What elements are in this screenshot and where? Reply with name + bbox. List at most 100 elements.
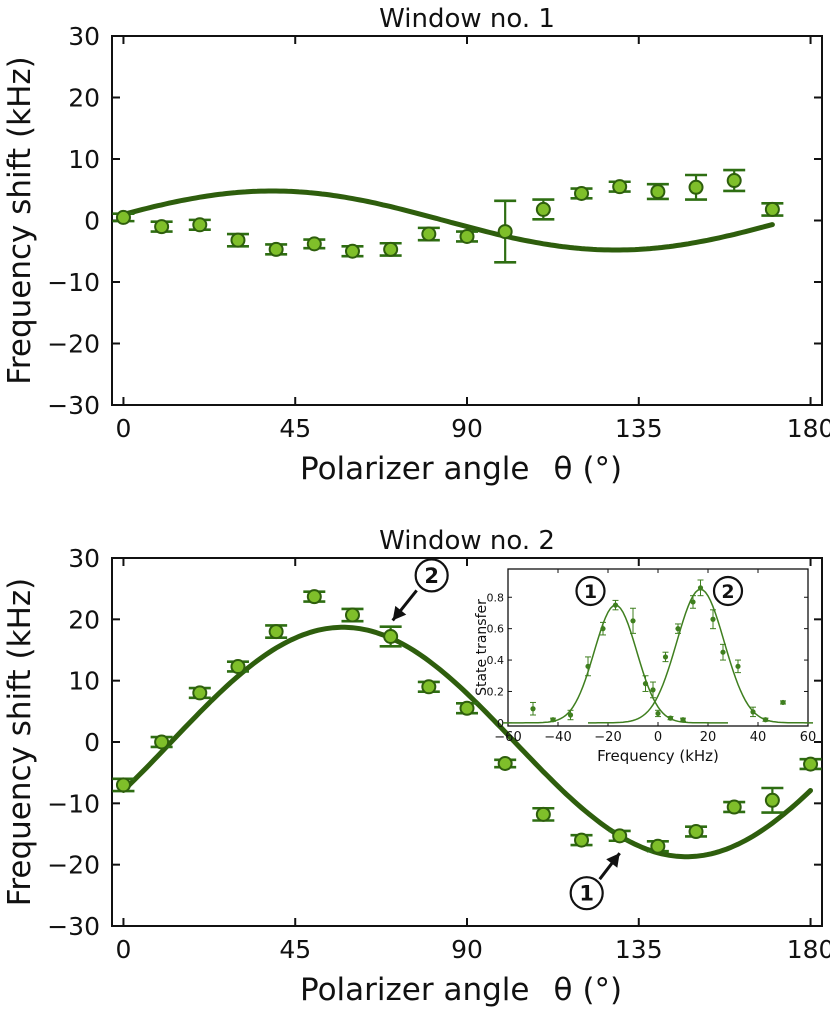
- y-tick-label: −20: [47, 851, 100, 880]
- inset-y-tick-label: 0.4: [487, 654, 505, 667]
- data-point: [456, 228, 478, 244]
- data-marker: [688, 179, 704, 195]
- inset-data-marker: [567, 712, 574, 718]
- x-axis-label-symbol: θ: [553, 451, 572, 487]
- x-tick-label: 135: [615, 935, 663, 964]
- inset-data-marker: [710, 616, 716, 622]
- data-marker: [726, 173, 742, 189]
- data-point: [456, 700, 478, 716]
- data-point: [341, 607, 364, 623]
- inset-data-point: [600, 621, 606, 636]
- x-tick-label: 90: [451, 935, 483, 964]
- y-axis-label: Frequency shift (kHz): [2, 56, 38, 385]
- inset-data-marker: [585, 663, 591, 669]
- data-marker: [764, 792, 780, 808]
- data-marker: [154, 219, 170, 235]
- x-tick-label: 45: [279, 414, 311, 443]
- inset-x-tick-label: −60: [494, 730, 521, 745]
- data-point: [570, 832, 593, 848]
- inset-y-tick-label: 0: [497, 717, 504, 730]
- inset-data-point: [585, 656, 591, 677]
- data-marker: [383, 629, 399, 645]
- y-tick-label: 20: [68, 605, 100, 634]
- inset-x-tick-label: −20: [594, 730, 621, 745]
- data-point: [226, 232, 249, 248]
- data-marker: [421, 679, 437, 695]
- annotation-1-label: 1: [579, 882, 594, 906]
- inset-data-point: [690, 595, 696, 609]
- data-marker: [306, 589, 322, 605]
- x-tick-label: 180: [787, 935, 830, 964]
- fit-curve: [121, 188, 775, 253]
- data-point: [799, 756, 822, 772]
- data-marker: [268, 241, 284, 257]
- inset-label-2-circle: [712, 575, 744, 607]
- data-point: [265, 241, 288, 257]
- data-marker: [268, 624, 284, 640]
- inset-data-marker: [735, 663, 741, 669]
- inset-label-1-circle: [575, 575, 606, 607]
- data-marker: [421, 226, 437, 242]
- data-marker: [192, 217, 208, 233]
- inset-data-point: [630, 607, 636, 634]
- chart-title: Window no. 1: [379, 4, 555, 34]
- data-point: [417, 679, 440, 695]
- inset-label-1-label: 1: [584, 581, 597, 603]
- data-point: [608, 179, 631, 195]
- data-marker: [497, 755, 513, 771]
- x-tick-label: 0: [115, 935, 131, 964]
- inset-data-marker: [530, 706, 536, 712]
- data-marker: [306, 236, 322, 252]
- data-point: [761, 786, 784, 814]
- inset-data-point: [710, 609, 716, 630]
- data-marker: [688, 824, 704, 840]
- annotation-2-circle: [414, 558, 449, 593]
- inset-data-marker: [642, 681, 649, 687]
- inset-y-tick-label: 0.8: [487, 591, 505, 604]
- data-point: [646, 838, 669, 854]
- data-marker: [497, 224, 513, 240]
- inset-frame: [507, 568, 809, 727]
- y-tick-label: 0: [84, 207, 100, 236]
- data-point: [723, 168, 746, 193]
- annotation-2-label: 2: [424, 564, 439, 588]
- data-marker: [192, 685, 208, 701]
- data-marker: [574, 832, 590, 848]
- y-tick-label: 0: [84, 728, 100, 757]
- data-marker: [230, 659, 246, 675]
- inset-data-marker: [550, 717, 556, 723]
- inset-data-marker: [780, 699, 786, 706]
- inset-data-point: [667, 715, 674, 721]
- annotation-1-circle: [569, 876, 604, 911]
- inset-data-marker: [720, 649, 726, 655]
- data-point: [570, 185, 593, 201]
- data-marker: [154, 734, 170, 750]
- inset-data-marker: [675, 626, 681, 632]
- inset-data-point: [655, 709, 661, 718]
- data-point: [150, 219, 173, 235]
- data-point: [761, 201, 784, 217]
- panel-window-1: 30 20 10 0 −10 −20 −30 0 45 90 135 180 Window no. 1 P…: [2, 4, 830, 487]
- data-marker: [230, 232, 246, 248]
- inset-label-2-label: 2: [721, 581, 734, 603]
- inset-x-tick-label: −40: [544, 730, 571, 745]
- inset-data-point: [662, 651, 669, 663]
- inset-data-point: [612, 599, 619, 611]
- data-point: [150, 734, 173, 750]
- inset-label-1: 1: [575, 575, 606, 607]
- y-tick-label: −10: [47, 268, 100, 297]
- x-axis-label-text: Polarizer angle: [300, 451, 529, 487]
- data-marker: [344, 607, 360, 623]
- data-marker: [726, 799, 742, 815]
- inset-data-marker: [690, 599, 696, 605]
- data-marker: [535, 201, 551, 217]
- data-marker: [574, 185, 590, 201]
- inset-label-2: 2: [712, 575, 744, 607]
- inset-data-marker: [650, 687, 656, 693]
- x-axis-label-symbol: θ: [553, 972, 572, 1008]
- data-point: [265, 624, 288, 640]
- inset-data-marker: [762, 717, 769, 723]
- data-point: [341, 243, 364, 259]
- data-point: [494, 199, 517, 264]
